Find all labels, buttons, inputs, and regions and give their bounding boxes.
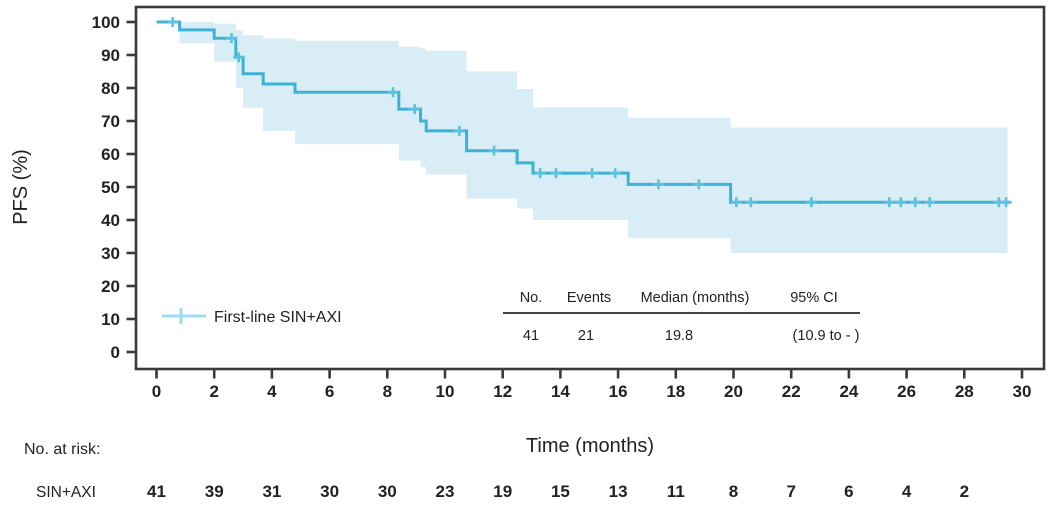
stats-value-ci: (10.9 to - ) <box>793 328 860 344</box>
stats-value-no: 41 <box>523 328 539 344</box>
risk-value: 4 <box>902 482 912 501</box>
x-axis-title: Time (months) <box>526 435 654 457</box>
y-tick-label: 30 <box>101 244 120 263</box>
y-tick-label: 60 <box>101 145 120 164</box>
risk-value: 19 <box>493 482 512 501</box>
stats-table: No. Events Median (months) 95% CI 41 21 … <box>503 290 860 344</box>
y-tick-label: 50 <box>101 178 120 197</box>
risk-row-label: SIN+AXI <box>36 484 96 501</box>
y-axis-title: PFS (%) <box>10 149 32 225</box>
x-tick-label: 8 <box>383 382 392 401</box>
stats-header-ci: 95% CI <box>790 290 838 306</box>
stats-value-median: 19.8 <box>665 328 693 344</box>
risk-value: 23 <box>436 482 455 501</box>
risk-value: 31 <box>262 482 281 501</box>
stats-header-no: No. <box>520 290 543 306</box>
x-axis: 0 2 4 6 8 10 12 14 16 18 20 22 24 26 28 30 <box>152 369 1032 401</box>
legend: First-line SIN+AXI <box>162 308 342 326</box>
x-tick-label: 18 <box>666 382 685 401</box>
risk-value: 30 <box>378 482 397 501</box>
x-tick-label: 26 <box>897 382 916 401</box>
x-tick-label: 24 <box>839 382 858 401</box>
y-tick-label: 0 <box>111 343 120 362</box>
y-tick-label: 100 <box>92 13 120 32</box>
risk-value: 8 <box>729 482 738 501</box>
x-tick-label: 0 <box>152 382 161 401</box>
risk-value: 6 <box>844 482 853 501</box>
x-tick-label: 20 <box>724 382 743 401</box>
censor-marks-layer <box>167 17 1012 208</box>
x-tick-label: 30 <box>1013 382 1032 401</box>
y-tick-label: 80 <box>101 79 120 98</box>
x-tick-label: 22 <box>782 382 801 401</box>
risk-value: 2 <box>960 482 969 501</box>
stats-header-median: Median (months) <box>641 290 750 306</box>
stats-value-events: 21 <box>578 328 594 344</box>
risk-values: 41 39 31 30 30 23 19 15 13 11 8 7 6 4 2 <box>147 482 969 501</box>
stats-header-events: Events <box>567 290 611 306</box>
risk-table: No. at risk: SIN+AXI 41 39 31 30 30 23 19 15 13 1… <box>24 441 969 501</box>
x-tick-label: 14 <box>551 382 570 401</box>
risk-value: 15 <box>551 482 570 501</box>
y-tick-label: 20 <box>101 277 120 296</box>
risk-value: 7 <box>786 482 795 501</box>
legend-label: First-line SIN+AXI <box>214 309 342 326</box>
x-tick-label: 2 <box>209 382 218 401</box>
risk-value: 11 <box>667 482 685 501</box>
x-tick-label: 16 <box>609 382 628 401</box>
risk-value: 41 <box>147 482 166 501</box>
y-tick-label: 90 <box>101 46 120 65</box>
x-tick-label: 12 <box>493 382 512 401</box>
x-tick-label: 4 <box>267 382 277 401</box>
x-tick-label: 10 <box>436 382 455 401</box>
x-tick-label: 6 <box>325 382 334 401</box>
y-tick-label: 40 <box>101 211 120 230</box>
y-axis: 0 10 20 30 40 50 60 70 80 90 100 <box>92 13 136 362</box>
risk-value: 13 <box>609 482 628 501</box>
risk-table-title: No. at risk: <box>24 441 100 458</box>
ci-band-layer <box>179 22 1008 253</box>
y-tick-label: 70 <box>101 112 120 131</box>
risk-value: 39 <box>205 482 224 501</box>
confidence-band <box>179 22 1008 253</box>
y-tick-label: 10 <box>101 310 120 329</box>
risk-value: 30 <box>320 482 339 501</box>
x-tick-label: 28 <box>955 382 974 401</box>
